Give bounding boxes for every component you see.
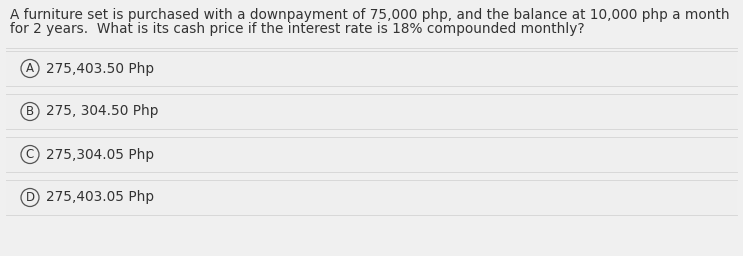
Circle shape bbox=[21, 102, 39, 121]
Text: 275,304.05 Php: 275,304.05 Php bbox=[46, 147, 154, 162]
Text: B: B bbox=[26, 105, 34, 118]
Text: 275, 304.50 Php: 275, 304.50 Php bbox=[46, 104, 158, 119]
Text: 275,403.05 Php: 275,403.05 Php bbox=[46, 190, 154, 205]
FancyBboxPatch shape bbox=[6, 51, 737, 86]
Text: D: D bbox=[25, 191, 35, 204]
Circle shape bbox=[21, 59, 39, 78]
Text: 275,403.50 Php: 275,403.50 Php bbox=[46, 61, 154, 76]
Text: C: C bbox=[26, 148, 34, 161]
FancyBboxPatch shape bbox=[6, 94, 737, 129]
Circle shape bbox=[21, 188, 39, 207]
Text: for 2 years.  What is its cash price if the interest rate is 18% compounded mont: for 2 years. What is its cash price if t… bbox=[10, 22, 585, 36]
FancyBboxPatch shape bbox=[6, 137, 737, 172]
Text: A furniture set is purchased with a downpayment of 75,000 php, and the balance a: A furniture set is purchased with a down… bbox=[10, 8, 730, 22]
Text: A: A bbox=[26, 62, 34, 75]
FancyBboxPatch shape bbox=[6, 180, 737, 215]
Circle shape bbox=[21, 145, 39, 164]
